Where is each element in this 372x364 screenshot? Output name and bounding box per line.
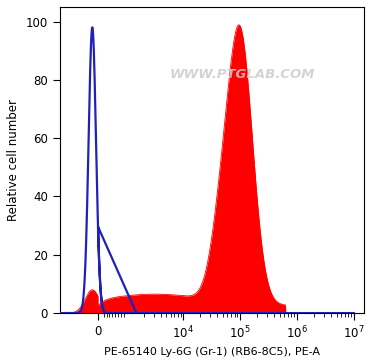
X-axis label: PE-65140 Ly-6G (Gr-1) (RB6-8C5), PE-A: PE-65140 Ly-6G (Gr-1) (RB6-8C5), PE-A: [104, 347, 320, 357]
Y-axis label: Relative cell number: Relative cell number: [7, 99, 20, 221]
Text: WWW.PTGLAB.COM: WWW.PTGLAB.COM: [169, 68, 315, 81]
